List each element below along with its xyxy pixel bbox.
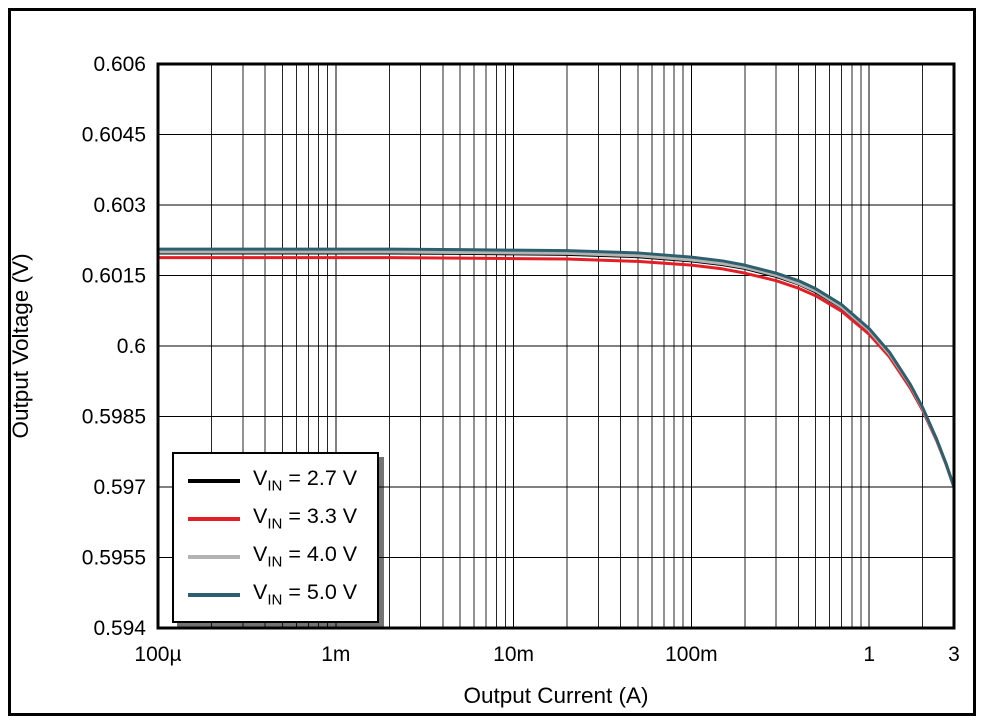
y-tick-label: 0.6 (117, 335, 146, 358)
y-tick-label: 0.594 (93, 617, 146, 640)
y-tick-label: 0.606 (93, 53, 146, 76)
y-axis-title: Output Voltage (V) (8, 253, 33, 438)
legend-label: VIN = 3.3 V (253, 504, 358, 533)
chart-legend: VIN = 2.7 V VIN = 3.3 V VIN = 4.0 V VIN = 5… (172, 452, 380, 623)
y-tick-label: 0.597 (93, 476, 146, 499)
y-tick-label: 0.6045 (82, 124, 146, 147)
x-tick-label: 3 (948, 643, 960, 666)
y-tick-label: 0.5955 (82, 547, 146, 570)
legend-item: VIN = 3.3 V (188, 504, 357, 533)
y-tick-label: 0.5985 (82, 406, 146, 429)
y-tick-label: 0.603 (93, 194, 146, 217)
legend-line-swatch (188, 516, 240, 521)
legend-item: VIN = 2.7 V (188, 466, 357, 495)
x-tick-labels: 100µ 1m 10m 100m 1 3 (134, 643, 959, 666)
x-tick-label: 1 (863, 643, 875, 666)
x-tick-label: 1m (321, 643, 350, 666)
x-tick-label: 100m (665, 643, 718, 666)
series-group (156, 247, 956, 489)
legend-item: VIN = 5.0 V (188, 580, 357, 609)
legend-line-swatch (188, 554, 240, 559)
y-tick-label: 0.6015 (82, 265, 146, 288)
legend-label: VIN = 5.0 V (253, 580, 358, 609)
legend-line-swatch (188, 478, 240, 483)
x-tick-label: 100µ (134, 643, 181, 666)
legend-item: VIN = 4.0 V (188, 542, 357, 571)
legend-line-swatch (188, 592, 240, 597)
series-line-vin-5.0-v (156, 247, 956, 489)
legend-label: VIN = 2.7 V (253, 466, 358, 495)
x-tick-label: 10m (493, 643, 534, 666)
plot-frame (156, 62, 956, 630)
x-axis-title: Output Current (A) (463, 683, 648, 708)
legend-label: VIN = 4.0 V (253, 542, 358, 571)
y-tick-labels: 0.594 0.5955 0.597 0.5985 0.6 0.6015 0.603 0.60… (82, 53, 147, 640)
